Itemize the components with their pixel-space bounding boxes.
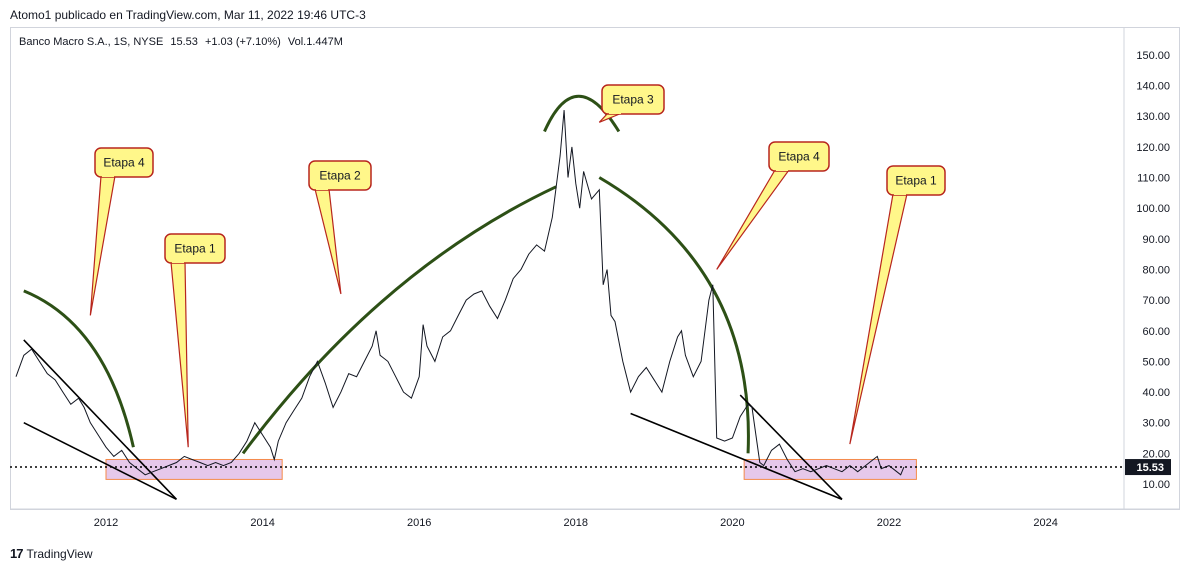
x-tick-label: 2022 [877,517,901,529]
y-tick-label: 30.00 [1142,418,1170,430]
y-tick-label: 60.00 [1142,326,1170,338]
stage-arc [23,289,135,448]
y-tick-label: 120.00 [1136,142,1170,154]
y-tick-label: 70.00 [1142,295,1170,307]
trendline [23,421,177,501]
base-zone-box [743,458,917,480]
y-tick-label: 150.00 [1136,50,1170,62]
callout: Etapa 1 [849,165,946,445]
x-tick-label: 2024 [1033,517,1057,529]
legend-symbol: Banco Macro S.A., 1S, NYSE [19,36,164,48]
callouts-layer: Etapa 4 Etapa 1 Etapa 2 Etapa 3 Etapa 4 Etapa… [89,84,946,448]
callout-box [164,233,226,264]
publish-header: Atomo1 publicado en TradingView.com, Mar… [10,8,366,22]
tradingview-logo-icon: 17 [10,546,24,561]
trendline [23,339,178,500]
callout: Etapa 4 [89,147,154,316]
y-tick-label: 80.00 [1142,264,1170,276]
y-tick-label: 40.00 [1142,387,1170,399]
callout-box [768,141,830,172]
y-axis: 10.00 20.00 30.00 40.00 50.00 60.00 70.00 80.00… [1123,28,1170,509]
callout: Etapa 1 [164,233,226,448]
stage-arc [241,185,557,455]
x-tick-label: 2016 [407,517,431,529]
callout-label: Etapa 4 [778,150,820,164]
callout-pointer [716,169,791,270]
footer: 17 TradingView [10,546,93,561]
callout-box [886,165,946,196]
y-tick-label: 50.00 [1142,356,1170,368]
callout-label: Etapa 2 [319,169,361,183]
price-series-line [15,110,905,476]
callout-label: Etapa 4 [103,156,145,170]
base-zones-layer [105,458,917,480]
callout-joint [102,174,114,177]
callout-joint [316,187,328,190]
chart-legend: Banco Macro S.A., 1S, NYSE 15.53 +1.03 (… [19,36,347,48]
callout-label: Etapa 1 [895,174,937,188]
callout-joint [609,111,621,114]
callout-label: Etapa 1 [174,242,216,256]
callout-joint [776,168,788,171]
callout-pointer [170,261,189,448]
y-tick-label: 130.00 [1136,111,1170,123]
y-tick-label: 20.00 [1142,448,1170,460]
last-price-layer: 15.53 [10,459,1171,476]
legend-volume: Vol.1.447M [287,36,343,48]
trendline [739,394,843,500]
y-tick-label: 140.00 [1136,81,1170,93]
base-zone-box [105,458,283,480]
callout-box [94,147,154,178]
x-tick-label: 2012 [94,517,118,529]
y-tick-label: 110.00 [1137,173,1170,185]
x-tick-label: 2014 [250,517,274,529]
x-axis: 2012 2014 2016 2018 2020 2022 2024 [10,508,1180,529]
publish-info: Atomo1 publicado en TradingView.com, Mar… [10,8,366,22]
y-tick-label: 100.00 [1136,203,1170,215]
callout-pointer [89,175,116,316]
last-price-badge [1125,459,1171,476]
callout: Etapa 2 [308,160,372,295]
callout: Etapa 4 [716,141,830,270]
footer-brand: TradingView [26,546,93,561]
y-tick-label: 90.00 [1142,234,1170,246]
trendline [630,412,843,501]
callout-joint [894,192,906,195]
last-price-label: 15.53 [1136,462,1164,474]
price-layer [15,110,905,476]
callout-pointer [849,193,908,445]
callout-joint [172,260,184,263]
callout-pointer [314,188,342,295]
y-tick-label: 10.00 [1142,479,1170,491]
legend-last: 15.53 [170,36,198,48]
callout-box [601,84,665,115]
stage-arc [598,176,750,454]
callout-box [308,160,372,191]
callout: Etapa 3 [598,84,665,123]
x-tick-label: 2018 [564,517,588,529]
callout-label: Etapa 3 [612,93,654,107]
legend-change: +1.03 (+7.10%) [204,36,281,48]
x-tick-label: 2020 [720,517,744,529]
